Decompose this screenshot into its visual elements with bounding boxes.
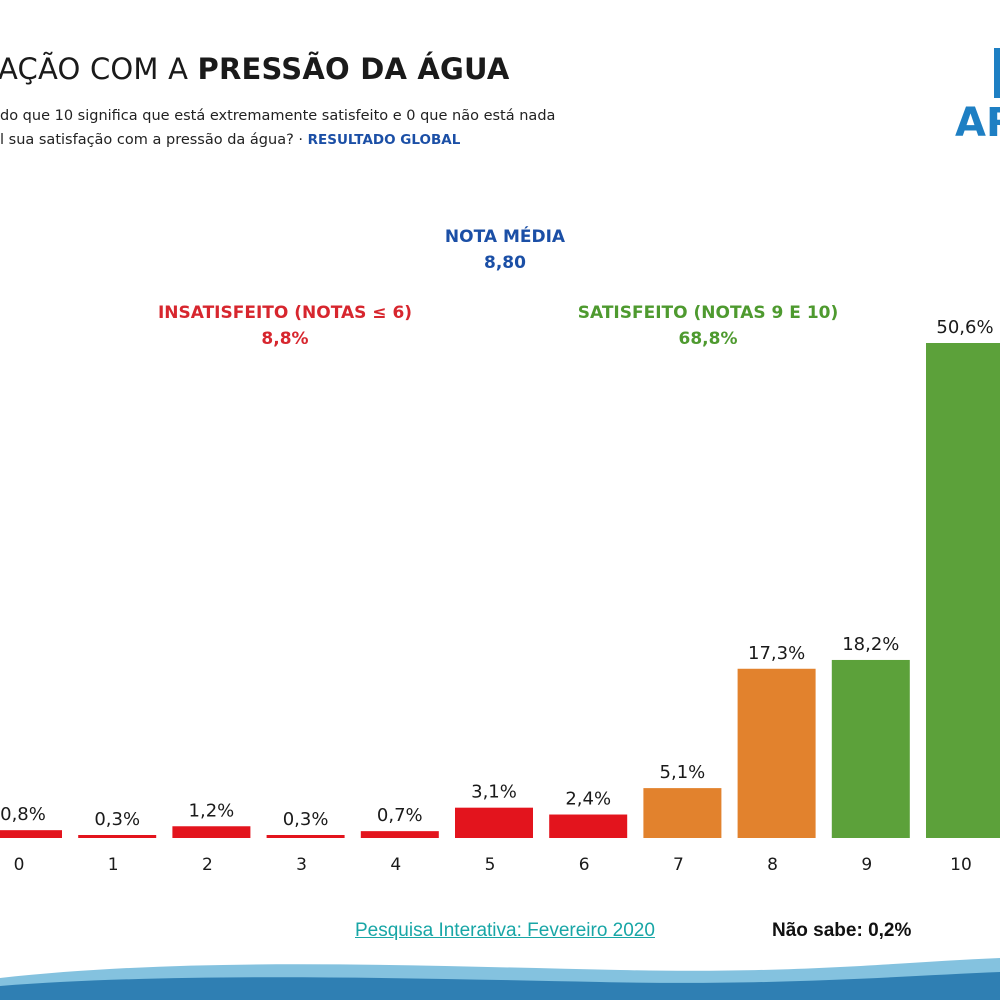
data-label-3: 0,3% (283, 809, 329, 830)
data-label-9: 18,2% (842, 634, 899, 655)
bar-7 (643, 788, 722, 838)
satisfied-summary: SATISFEITO (NOTAS 9 E 10) 68,8% (558, 300, 858, 352)
data-label-7: 5,1% (660, 762, 706, 783)
x-tick-10: 10 (950, 855, 972, 875)
x-tick-1: 1 (108, 855, 119, 875)
x-tick-9: 9 (861, 855, 872, 875)
bar-2 (172, 826, 251, 838)
average-score: NOTA MÉDIA 8,80 (405, 224, 605, 276)
x-tick-3: 3 (296, 855, 307, 875)
x-tick-6: 6 (579, 855, 590, 875)
bar-4 (360, 831, 439, 838)
x-tick-5: 5 (485, 855, 496, 875)
satisfied-label: SATISFEITO (NOTAS 9 E 10) (577, 303, 839, 323)
x-tick-0: 0 (14, 855, 25, 875)
data-label-4: 0,7% (377, 805, 423, 826)
data-label-10: 50,6% (936, 317, 993, 338)
dont-know-note: Não sabe: 0,2% (772, 920, 912, 941)
survey-source-link[interactable]: Pesquisa Interativa: Fevereiro 2020 (355, 920, 655, 941)
data-label-1: 0,3% (94, 809, 140, 830)
brand-logo: AR (955, 100, 1000, 146)
question-text: do que 10 significa que está extremament… (0, 104, 555, 152)
result-scope-label: RESULTADO GLOBAL (307, 132, 461, 148)
bar-9 (831, 659, 910, 838)
average-score-value: 8,80 (484, 253, 526, 273)
data-label-6: 2,4% (565, 789, 611, 810)
title-bold: PRESSÃO DA ÁGUA (197, 52, 510, 86)
score-distribution-chart: 0,8% 0 0,3% 1 1,2% 2 0,3% 3 0,7% 4 3,1% 5 2,4% 6 5,1% 7… (0, 317, 1000, 875)
question-line-2-text: l sua satisfação com a pressão da água? … (0, 132, 308, 148)
bar-0 (0, 830, 62, 838)
data-label-5: 3,1% (471, 782, 517, 803)
question-line-1: do que 10 significa que está extremament… (0, 108, 556, 124)
x-tick-2: 2 (202, 855, 213, 875)
bar-3 (266, 835, 345, 838)
bar-5 (455, 807, 533, 838)
decorative-wave (0, 958, 1000, 1000)
dissatisfied-value: 8,8% (261, 329, 309, 349)
question-line-2: l sua satisfação com a pressão da água? … (0, 128, 555, 152)
page-title: AÇÃO COM A PRESSÃO DA ÁGUA (0, 52, 510, 86)
title-normal: AÇÃO COM A (0, 52, 198, 86)
bar-1 (78, 835, 157, 838)
x-tick-4: 4 (390, 855, 401, 875)
x-tick-8: 8 (767, 855, 778, 875)
average-score-label: NOTA MÉDIA (444, 227, 566, 247)
data-label-8: 17,3% (748, 643, 805, 664)
data-label-0: 0,8% (0, 804, 46, 825)
logo-mark (994, 48, 1000, 98)
bar-6 (549, 814, 628, 838)
bar-8 (737, 668, 816, 838)
x-tick-7: 7 (673, 855, 684, 875)
satisfied-value: 68,8% (678, 329, 738, 349)
bar-10 (926, 343, 1000, 838)
dissatisfied-label: INSATISFEITO (NOTAS ≤ 6) (157, 303, 413, 323)
data-label-2: 1,2% (189, 800, 235, 821)
dissatisfied-summary: INSATISFEITO (NOTAS ≤ 6) 8,8% (135, 300, 435, 352)
